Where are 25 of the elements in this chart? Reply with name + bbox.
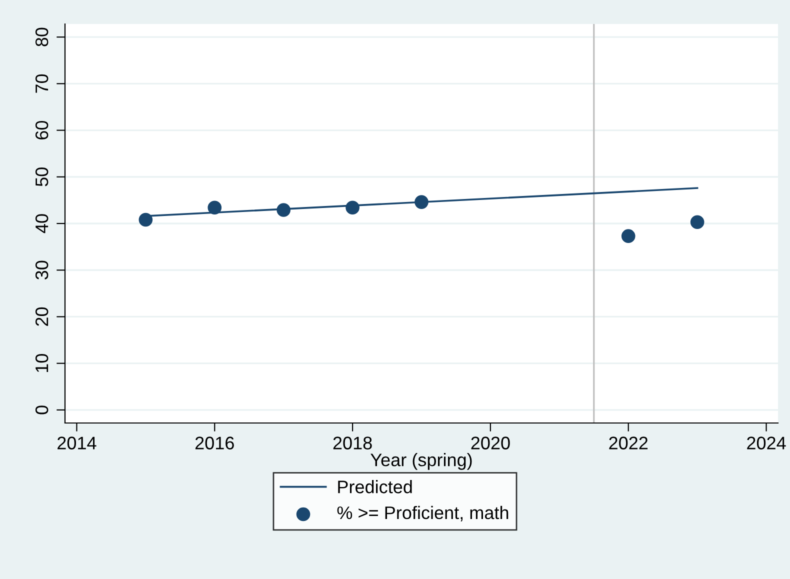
y-tick-label: 80 [35,28,48,46]
point [346,200,360,215]
point [690,215,704,230]
y-tick-label: 0 [35,406,48,414]
point [414,195,428,209]
point [276,203,290,217]
x-tick-label: 2024 [747,436,786,450]
legend-label: Predicted [338,480,412,494]
point [138,212,153,227]
y-tick-label: 50 [35,168,48,186]
y-tick-label: 60 [35,120,48,140]
y-tick-label: 40 [35,214,48,234]
y-tick-label: 10 [35,354,48,372]
x-tick-label: 2022 [609,436,648,450]
x-tick-label: 2020 [471,436,510,450]
x-axis-title: Year (spring) [370,453,472,470]
y-tick-label: 70 [35,74,48,93]
point [621,229,636,243]
y-tick-label: 30 [35,260,48,280]
point [208,200,222,215]
y-tick-label: 20 [35,307,48,326]
x-tick-label: 2016 [195,436,234,450]
x-tick-label: 2014 [58,436,96,450]
legend-label: % >= Proficient, math [337,506,508,522]
x-tick-label: 2018 [333,436,372,450]
